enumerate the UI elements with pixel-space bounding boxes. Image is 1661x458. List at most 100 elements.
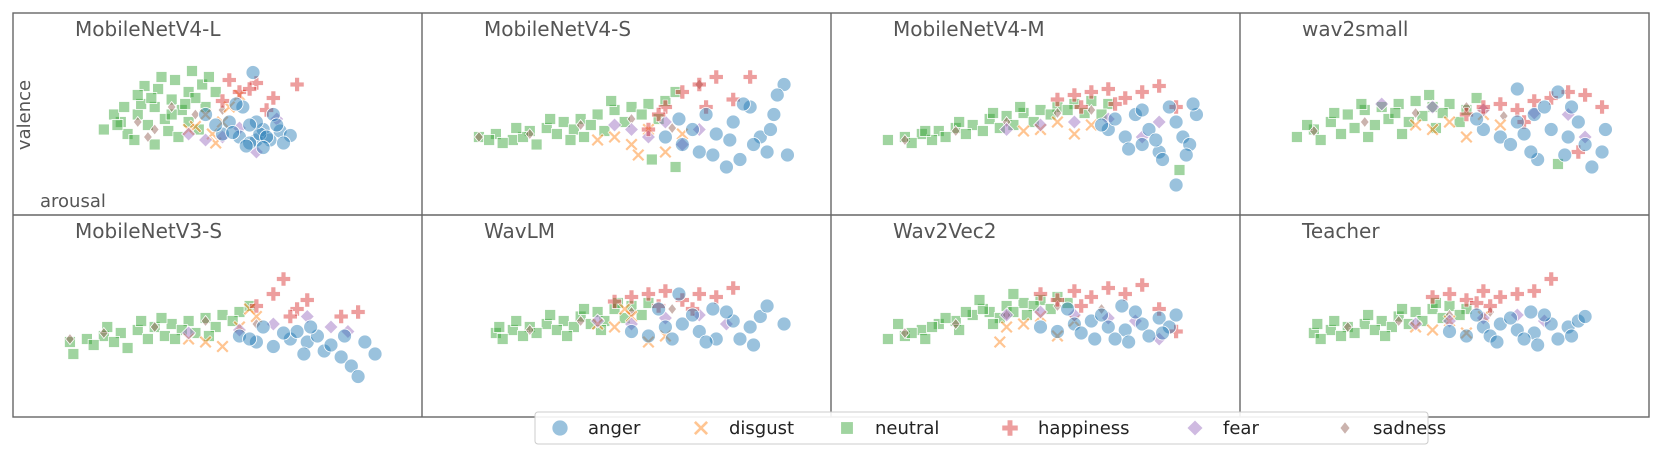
point-neutral	[216, 309, 229, 321]
point-neutral	[915, 324, 928, 336]
point-anger	[1550, 84, 1566, 100]
point-disgust	[1493, 118, 1508, 132]
panel-mobilenetv3-s: MobileNetV3-S	[64, 219, 383, 384]
point-anger	[1060, 301, 1076, 317]
point-anger	[685, 307, 700, 323]
point-anger	[255, 319, 271, 335]
point-anger	[1442, 324, 1457, 339]
point-anger	[1476, 122, 1491, 137]
point-neutral	[145, 92, 158, 104]
point-anger	[1516, 331, 1532, 347]
point-neutral	[169, 333, 181, 345]
point-anger	[1469, 111, 1485, 127]
point-neutral	[1017, 107, 1030, 119]
point-disgust	[1050, 115, 1065, 129]
point-sadness	[1052, 106, 1063, 120]
point-neutral	[1301, 119, 1314, 131]
point-happiness	[221, 72, 237, 88]
point-anger	[1050, 324, 1065, 339]
point-neutral	[882, 333, 894, 345]
point-anger	[208, 117, 224, 133]
point-neutral	[642, 98, 655, 110]
series-neutral	[1291, 89, 1564, 170]
point-neutral	[899, 131, 911, 143]
point-neutral	[1021, 309, 1033, 321]
point-disgust	[590, 317, 605, 331]
point-neutral	[926, 134, 938, 146]
point-disgust	[1016, 317, 1031, 331]
point-fear	[1374, 96, 1390, 112]
point-happiness	[1117, 90, 1133, 106]
point-anger	[1584, 159, 1600, 175]
point-anger	[303, 319, 319, 335]
point-neutral	[966, 309, 979, 321]
point-neutral	[1460, 104, 1473, 116]
point-sadness	[667, 121, 678, 135]
point-neutral	[118, 101, 131, 113]
point-anger	[725, 114, 741, 130]
point-neutral	[506, 134, 519, 146]
point-disgust	[1033, 122, 1048, 137]
point-disgust	[1408, 320, 1423, 334]
point-neutral	[111, 119, 124, 131]
point-disgust	[181, 332, 196, 346]
point-anger	[1537, 307, 1552, 323]
point-anger	[1537, 99, 1552, 115]
panel-wav2vec2: Wav2Vec2	[882, 219, 1184, 350]
point-anger	[624, 324, 639, 339]
point-neutral	[1324, 116, 1337, 128]
point-anger	[1100, 319, 1116, 335]
point-anger	[658, 319, 673, 335]
series-anger	[1469, 81, 1613, 175]
panel-mobilenetv4-s: MobileNetV4-S	[473, 17, 795, 175]
point-neutral	[551, 128, 563, 140]
point-fear	[590, 313, 606, 329]
point-anger	[763, 122, 778, 137]
point-neutral	[1362, 309, 1375, 321]
legend-marker-sadness	[1339, 421, 1351, 435]
point-neutral	[1308, 327, 1320, 339]
point-neutral	[608, 303, 621, 315]
point-sadness	[474, 130, 484, 144]
point-anger	[1598, 122, 1613, 137]
point-neutral	[496, 333, 509, 345]
point-sadness	[524, 323, 535, 337]
point-anger	[1594, 144, 1610, 160]
point-happiness	[1050, 92, 1065, 107]
point-happiness	[1033, 286, 1048, 302]
point-anger	[1114, 298, 1130, 314]
point-neutral	[1355, 98, 1368, 110]
point-fear	[1032, 304, 1049, 320]
point-happiness	[641, 286, 656, 302]
point-anger	[1564, 99, 1579, 115]
point-neutral	[158, 330, 171, 342]
point-neutral	[960, 128, 972, 140]
point-neutral	[993, 312, 1006, 324]
point-fear	[197, 132, 214, 148]
point-anger	[691, 324, 707, 339]
point-sadness	[1096, 302, 1107, 316]
point-neutral	[953, 324, 966, 336]
point-neutral	[87, 339, 100, 351]
point-fear	[999, 307, 1015, 323]
point-neutral	[1051, 291, 1064, 303]
point-happiness	[1134, 84, 1150, 100]
point-neutral	[131, 89, 144, 101]
point-neutral	[523, 125, 536, 137]
point-anger	[719, 304, 734, 320]
series-neutral	[882, 288, 1074, 345]
point-neutral	[561, 330, 573, 342]
point-neutral	[1173, 164, 1186, 176]
point-fear	[623, 316, 640, 332]
point-disgust	[1067, 127, 1082, 141]
point-happiness	[1425, 289, 1440, 305]
series-happiness	[249, 271, 366, 324]
point-sadness	[899, 133, 910, 147]
point-happiness	[350, 304, 366, 320]
point-neutral	[932, 318, 945, 330]
point-neutral	[496, 137, 509, 149]
point-disgust	[232, 88, 247, 102]
point-anger	[1178, 147, 1194, 163]
point-neutral	[148, 101, 161, 113]
